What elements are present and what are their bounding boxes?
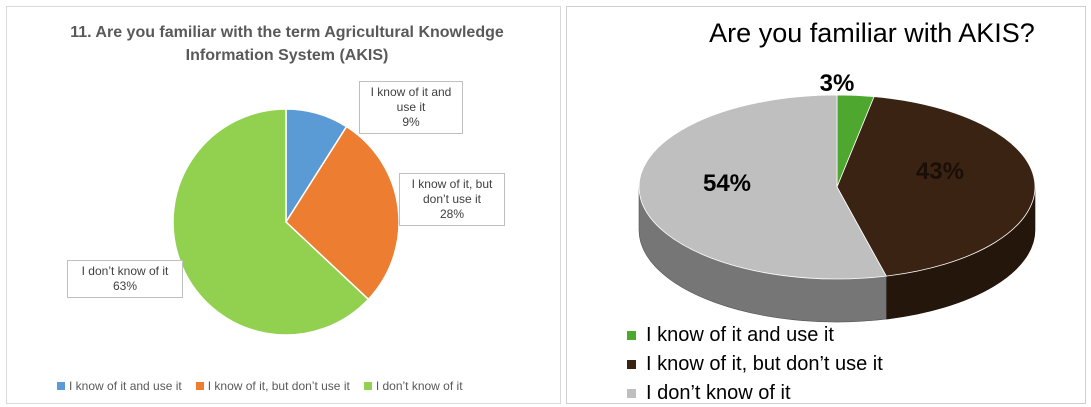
left-chart-panel: 11. Are you familiar with the term Agric… <box>6 6 561 404</box>
left-legend-swatch-1 <box>195 382 204 390</box>
callout-dont-know-label: I don’t know of it <box>81 264 169 278</box>
left-legend-item: I know of it and use it <box>57 379 182 393</box>
callout-use-value: 9% <box>402 115 420 129</box>
left-legend-swatch-2 <box>363 382 372 390</box>
left-legend: I know of it and use it I know of it, bu… <box>57 379 463 393</box>
left-legend-swatch-0 <box>57 382 65 390</box>
right-pie-slice-2 <box>638 94 887 280</box>
right-legend-item: I know of it, but don’t use it <box>627 350 883 379</box>
callout-use-label: I know of it and use it <box>370 85 452 114</box>
right-pie-value-label-2: 54% <box>703 170 751 197</box>
right-pie-svg: 3% 43% 54% <box>638 70 1036 323</box>
callout-dont-know-value: 63% <box>112 279 138 293</box>
right-legend-swatch-1 <box>627 360 636 369</box>
left-chart-title: 11. Are you familiar with the term Agric… <box>70 24 504 64</box>
callout-not-use: I know of it, but don’t use it 28% <box>399 173 505 226</box>
right-legend-item: I know of it and use it <box>627 321 883 350</box>
right-legend-swatch-0 <box>627 331 636 340</box>
left-legend-label-2: I don’t know of it <box>375 379 463 393</box>
right-legend-label-1: I know of it, but don’t use it <box>646 353 883 375</box>
callout-not-use-label: I know of it, but don’t use it <box>411 177 493 206</box>
left-legend-item: I know of it, but don’t use it <box>195 379 350 393</box>
right-legend-swatch-2 <box>627 389 636 398</box>
right-chart-title: Are you familiar with AKIS? <box>709 18 1035 48</box>
callout-not-use-value: 28% <box>439 207 465 221</box>
right-legend-label-0: I know of it and use it <box>646 324 834 346</box>
right-chart-panel: Are you familiar with AKIS? 3% 43% 54% I k… <box>566 6 1086 404</box>
right-pie-value-label-0: 3% <box>820 70 855 97</box>
right-pie-slice-1 <box>836 96 1036 277</box>
left-pie-svg <box>172 108 400 336</box>
right-pie-value-label-1: 43% <box>916 158 964 185</box>
callout-use: I know of it and use it 9% <box>359 81 463 134</box>
left-legend-label-1: I know of it, but don’t use it <box>207 379 350 393</box>
callout-dont-know: I don’t know of it 63% <box>67 260 183 298</box>
right-legend-label-2: I don’t know of it <box>646 382 791 404</box>
left-legend-item: I don’t know of it <box>363 379 463 393</box>
right-legend-item: I don’t know of it <box>627 379 883 404</box>
right-legend: I know of it and use it I know of it, bu… <box>627 321 883 404</box>
left-legend-label-0: I know of it and use it <box>69 379 182 393</box>
left-pie-slice-1 <box>285 125 400 301</box>
